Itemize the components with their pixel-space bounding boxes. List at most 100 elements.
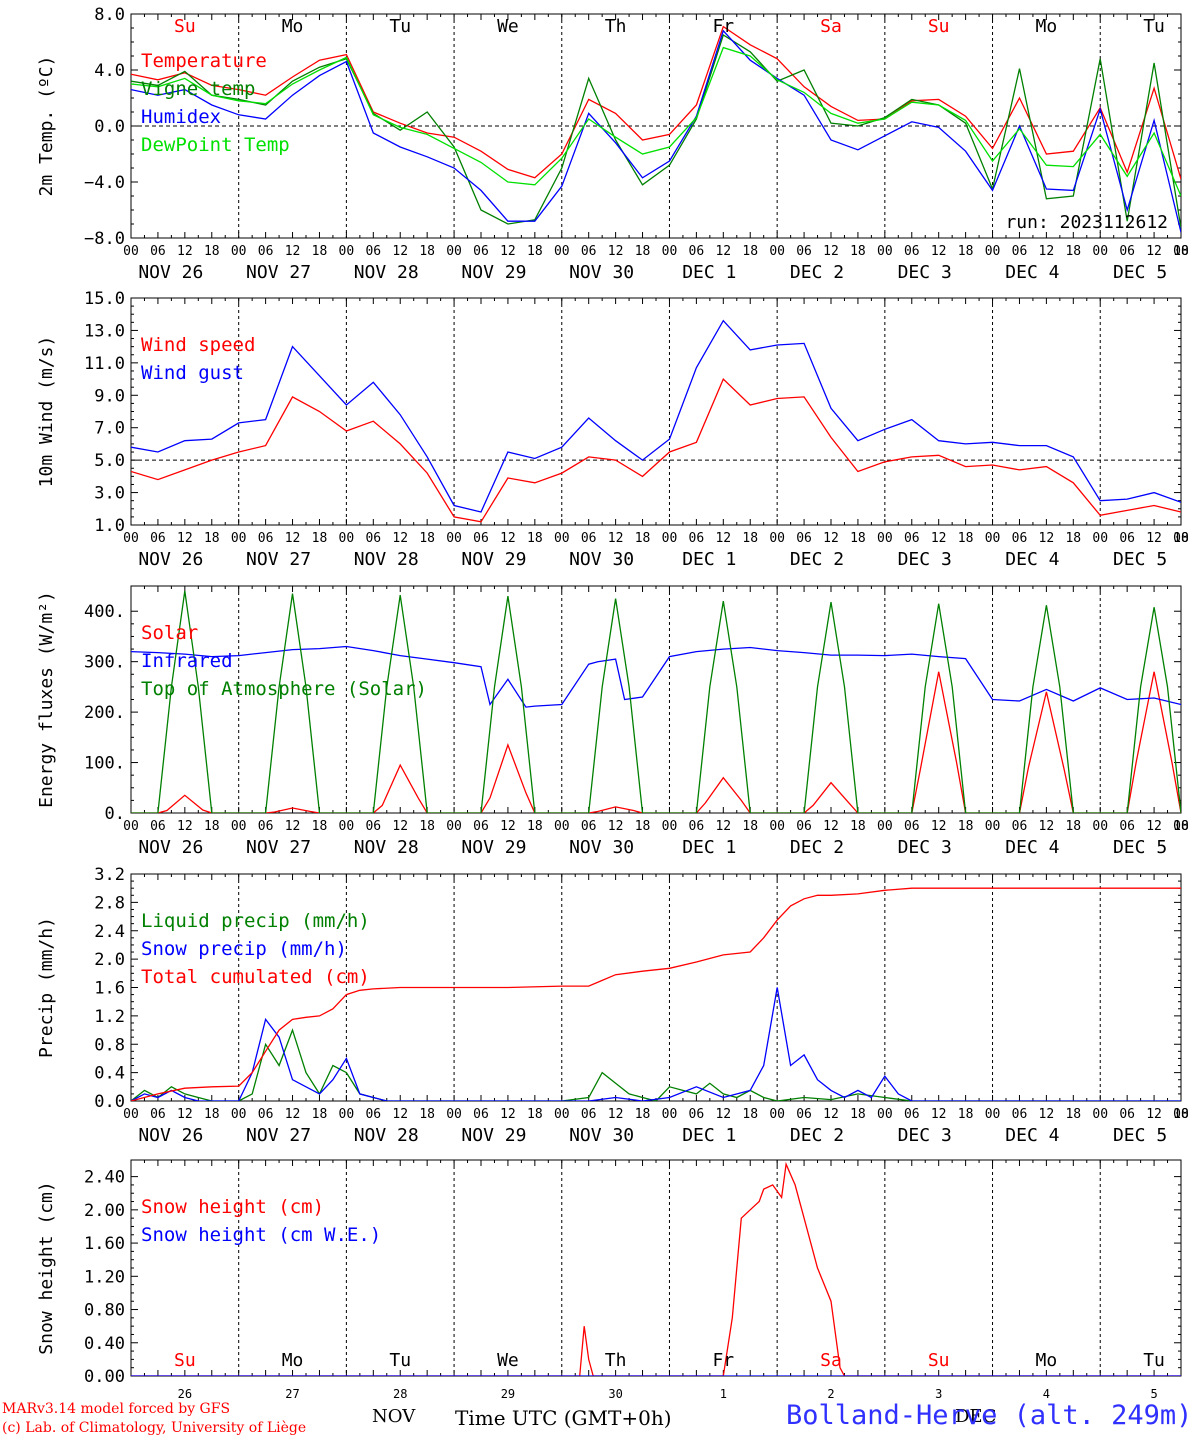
hour-tick-label: 18 bbox=[850, 244, 866, 259]
hour-tick-label: 06 bbox=[581, 244, 597, 259]
y-tick-label: 2.40 bbox=[84, 1168, 125, 1188]
hour-tick-label: 06 bbox=[150, 819, 166, 834]
day-number: 1 bbox=[720, 1387, 727, 1401]
series-line-top-of-atmosphere-solar- bbox=[131, 590, 1181, 813]
day-name: Fr bbox=[712, 16, 734, 37]
hour-tick-label: 00 bbox=[985, 1107, 1001, 1122]
date-label: NOV 29 bbox=[461, 837, 526, 858]
y-tick-label: 1.60 bbox=[84, 1234, 125, 1254]
panel-1: 8.0 4.0 0.0 −4.0 −8.0 2m Temp. (ºC) Temperatur… bbox=[36, 5, 1189, 283]
hour-tick-label: 12 bbox=[285, 819, 301, 834]
month-label-dec: DEC bbox=[955, 1406, 997, 1427]
hour-tick-label: 06 bbox=[904, 244, 920, 259]
hour-tick-label: 12 bbox=[392, 244, 408, 259]
hour-tick-label: 06 bbox=[581, 1107, 597, 1122]
hour-tick-label: 12 bbox=[608, 531, 624, 546]
hour-tick-label: 18 bbox=[635, 244, 651, 259]
hour-tick-label: 00 bbox=[1173, 531, 1189, 546]
date-label: NOV 30 bbox=[569, 1125, 634, 1146]
series-line-liquid-precip-mm-h- bbox=[131, 1028, 1181, 1101]
day-name: Sa bbox=[820, 1350, 842, 1371]
day-name: Mo bbox=[282, 16, 304, 37]
series-line-humidex bbox=[131, 29, 1181, 233]
x-axis-title: Time UTC (GMT+0h) bbox=[455, 1406, 672, 1430]
hour-tick-label: 06 bbox=[796, 819, 812, 834]
hour-tick-label: 00 bbox=[877, 244, 893, 259]
day-number: 5 bbox=[1150, 1387, 1157, 1401]
hour-tick-label: 12 bbox=[715, 244, 731, 259]
day-name: Mo bbox=[1036, 1350, 1058, 1371]
hour-tick-label: 00 bbox=[662, 244, 678, 259]
hour-tick-label: 12 bbox=[1146, 244, 1162, 259]
y-tick-label: 0.80 bbox=[84, 1301, 125, 1321]
y-tick-label: 7.0 bbox=[94, 419, 125, 439]
lab-credit: (c) Lab. of Climatology, University of L… bbox=[2, 1420, 307, 1436]
day-name: We bbox=[497, 1350, 519, 1371]
hour-tick-label: 12 bbox=[823, 819, 839, 834]
date-label: DEC 4 bbox=[1005, 262, 1059, 283]
hour-tick-label: 06 bbox=[150, 531, 166, 546]
panel-3: 400. 300. 200. 100. 0. Energy fluxes (W/m²) So… bbox=[36, 585, 1189, 858]
hour-tick-label: 12 bbox=[285, 244, 301, 259]
series-line-snow-height-cm- bbox=[131, 1161, 1181, 1376]
y-tick-label: 1.2 bbox=[94, 1007, 125, 1027]
hour-tick-label: 06 bbox=[581, 531, 597, 546]
hour-tick-label: 00 bbox=[1173, 819, 1189, 834]
hour-tick-label: 12 bbox=[1146, 1107, 1162, 1122]
hour-tick-label: 06 bbox=[365, 244, 381, 259]
hour-tick-label: 00 bbox=[985, 819, 1001, 834]
legend-entry: DewPoint Temp bbox=[141, 134, 290, 156]
hour-tick-label: 06 bbox=[1012, 244, 1028, 259]
legend-entry: Solar bbox=[141, 622, 198, 644]
hour-tick-label: 18 bbox=[312, 531, 328, 546]
day-name: Su bbox=[928, 1350, 950, 1371]
hour-tick-label: 12 bbox=[715, 531, 731, 546]
hour-tick-label: 00 bbox=[123, 531, 139, 546]
legend-entry: Total cumulated (cm) bbox=[141, 966, 370, 988]
legend-entry: Infrared bbox=[141, 650, 233, 672]
legend-entry: Snow precip (mm/h) bbox=[141, 938, 347, 960]
date-label: DEC 5 bbox=[1113, 549, 1167, 570]
hour-tick-label: 18 bbox=[419, 244, 435, 259]
hour-tick-label: 06 bbox=[1119, 531, 1135, 546]
hour-tick-label: 12 bbox=[500, 819, 516, 834]
date-label: DEC 2 bbox=[790, 1125, 844, 1146]
hour-tick-label: 06 bbox=[473, 244, 489, 259]
model-credit: MARv3.14 model forced by GFS bbox=[2, 1401, 231, 1417]
hour-tick-label: 12 bbox=[1039, 531, 1055, 546]
y-axis-title: 10m Wind (m/s) bbox=[36, 336, 57, 488]
y-tick-label: 15.0 bbox=[84, 289, 125, 309]
y-tick-label: 2.00 bbox=[84, 1201, 125, 1221]
date-label: NOV 30 bbox=[569, 262, 634, 283]
hour-tick-label: 00 bbox=[231, 1107, 247, 1122]
legend-entry: Snow height (cm W.E.) bbox=[141, 1224, 381, 1246]
date-label: NOV 29 bbox=[461, 549, 526, 570]
day-name: We bbox=[497, 16, 519, 37]
hour-tick-label: 06 bbox=[904, 531, 920, 546]
y-tick-label: 0.0 bbox=[94, 1092, 125, 1112]
hour-tick-label: 00 bbox=[1092, 1107, 1108, 1122]
hour-tick-label: 12 bbox=[715, 819, 731, 834]
y-tick-label: 5.0 bbox=[94, 451, 125, 471]
legend-entry: Wind gust bbox=[141, 362, 244, 384]
y-tick-label: 3.2 bbox=[94, 865, 125, 885]
hour-tick-label: 06 bbox=[1119, 819, 1135, 834]
date-label: DEC 2 bbox=[790, 549, 844, 570]
hour-tick-label: 00 bbox=[554, 1107, 570, 1122]
hour-tick-label: 06 bbox=[689, 244, 705, 259]
day-number: 29 bbox=[501, 1387, 515, 1401]
hour-tick-label: 18 bbox=[1065, 244, 1081, 259]
hour-tick-label: 00 bbox=[769, 1107, 785, 1122]
hour-tick-label: 12 bbox=[931, 819, 947, 834]
legend-entry: Snow height (cm) bbox=[141, 1196, 324, 1218]
legend-entry: Humidex bbox=[141, 106, 221, 128]
hour-tick-label: 18 bbox=[527, 1107, 543, 1122]
hour-tick-label: 00 bbox=[446, 1107, 462, 1122]
series-group bbox=[131, 887, 1181, 1101]
hour-tick-label: 00 bbox=[339, 531, 355, 546]
date-label: DEC 1 bbox=[682, 1125, 736, 1146]
series-group bbox=[131, 1161, 1181, 1376]
hour-tick-label: 18 bbox=[1173, 819, 1189, 834]
date-label: DEC 4 bbox=[1005, 549, 1059, 570]
hour-tick-label: 00 bbox=[446, 531, 462, 546]
